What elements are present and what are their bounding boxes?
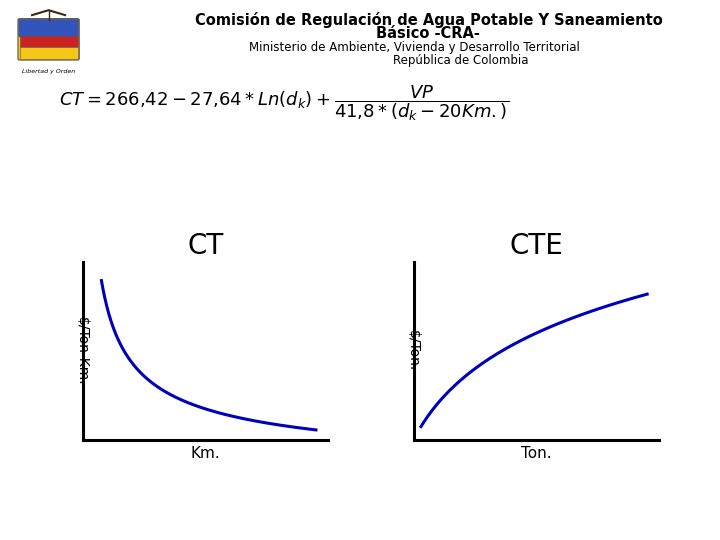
Y-axis label: $/Ton.: $/Ton. [405,330,420,372]
Text: Ministerio de Ambiente, Vivienda y Desarrollo Territorial: Ministerio de Ambiente, Vivienda y Desar… [248,41,580,54]
Text: República de Colombia: República de Colombia [393,54,528,67]
Bar [19,48,78,59]
X-axis label: Ton.: Ton. [521,446,552,461]
Y-axis label: $/Ton-Km.: $/Ton-Km. [74,316,89,386]
Title: CT: CT [187,232,223,260]
FancyBboxPatch shape [18,18,79,60]
Text: Comisión de Regulación de Agua Potable Y Saneamiento: Comisión de Regulación de Agua Potable Y… [194,12,662,28]
FancyBboxPatch shape [19,19,78,37]
Bar [19,36,78,48]
Title: CTE: CTE [510,232,563,260]
Text: Básico -CRA-: Básico -CRA- [377,26,480,41]
Text: Libertad y Orden: Libertad y Orden [22,69,75,74]
X-axis label: Km.: Km. [190,446,220,461]
Text: $\mathit{CT} = 266{,}42 - 27{,}64 * \mathit{Ln}(d_k) + \dfrac{\mathit{VP}}{41{,}: $\mathit{CT} = 266{,}42 - 27{,}64 * \mat… [59,84,510,123]
